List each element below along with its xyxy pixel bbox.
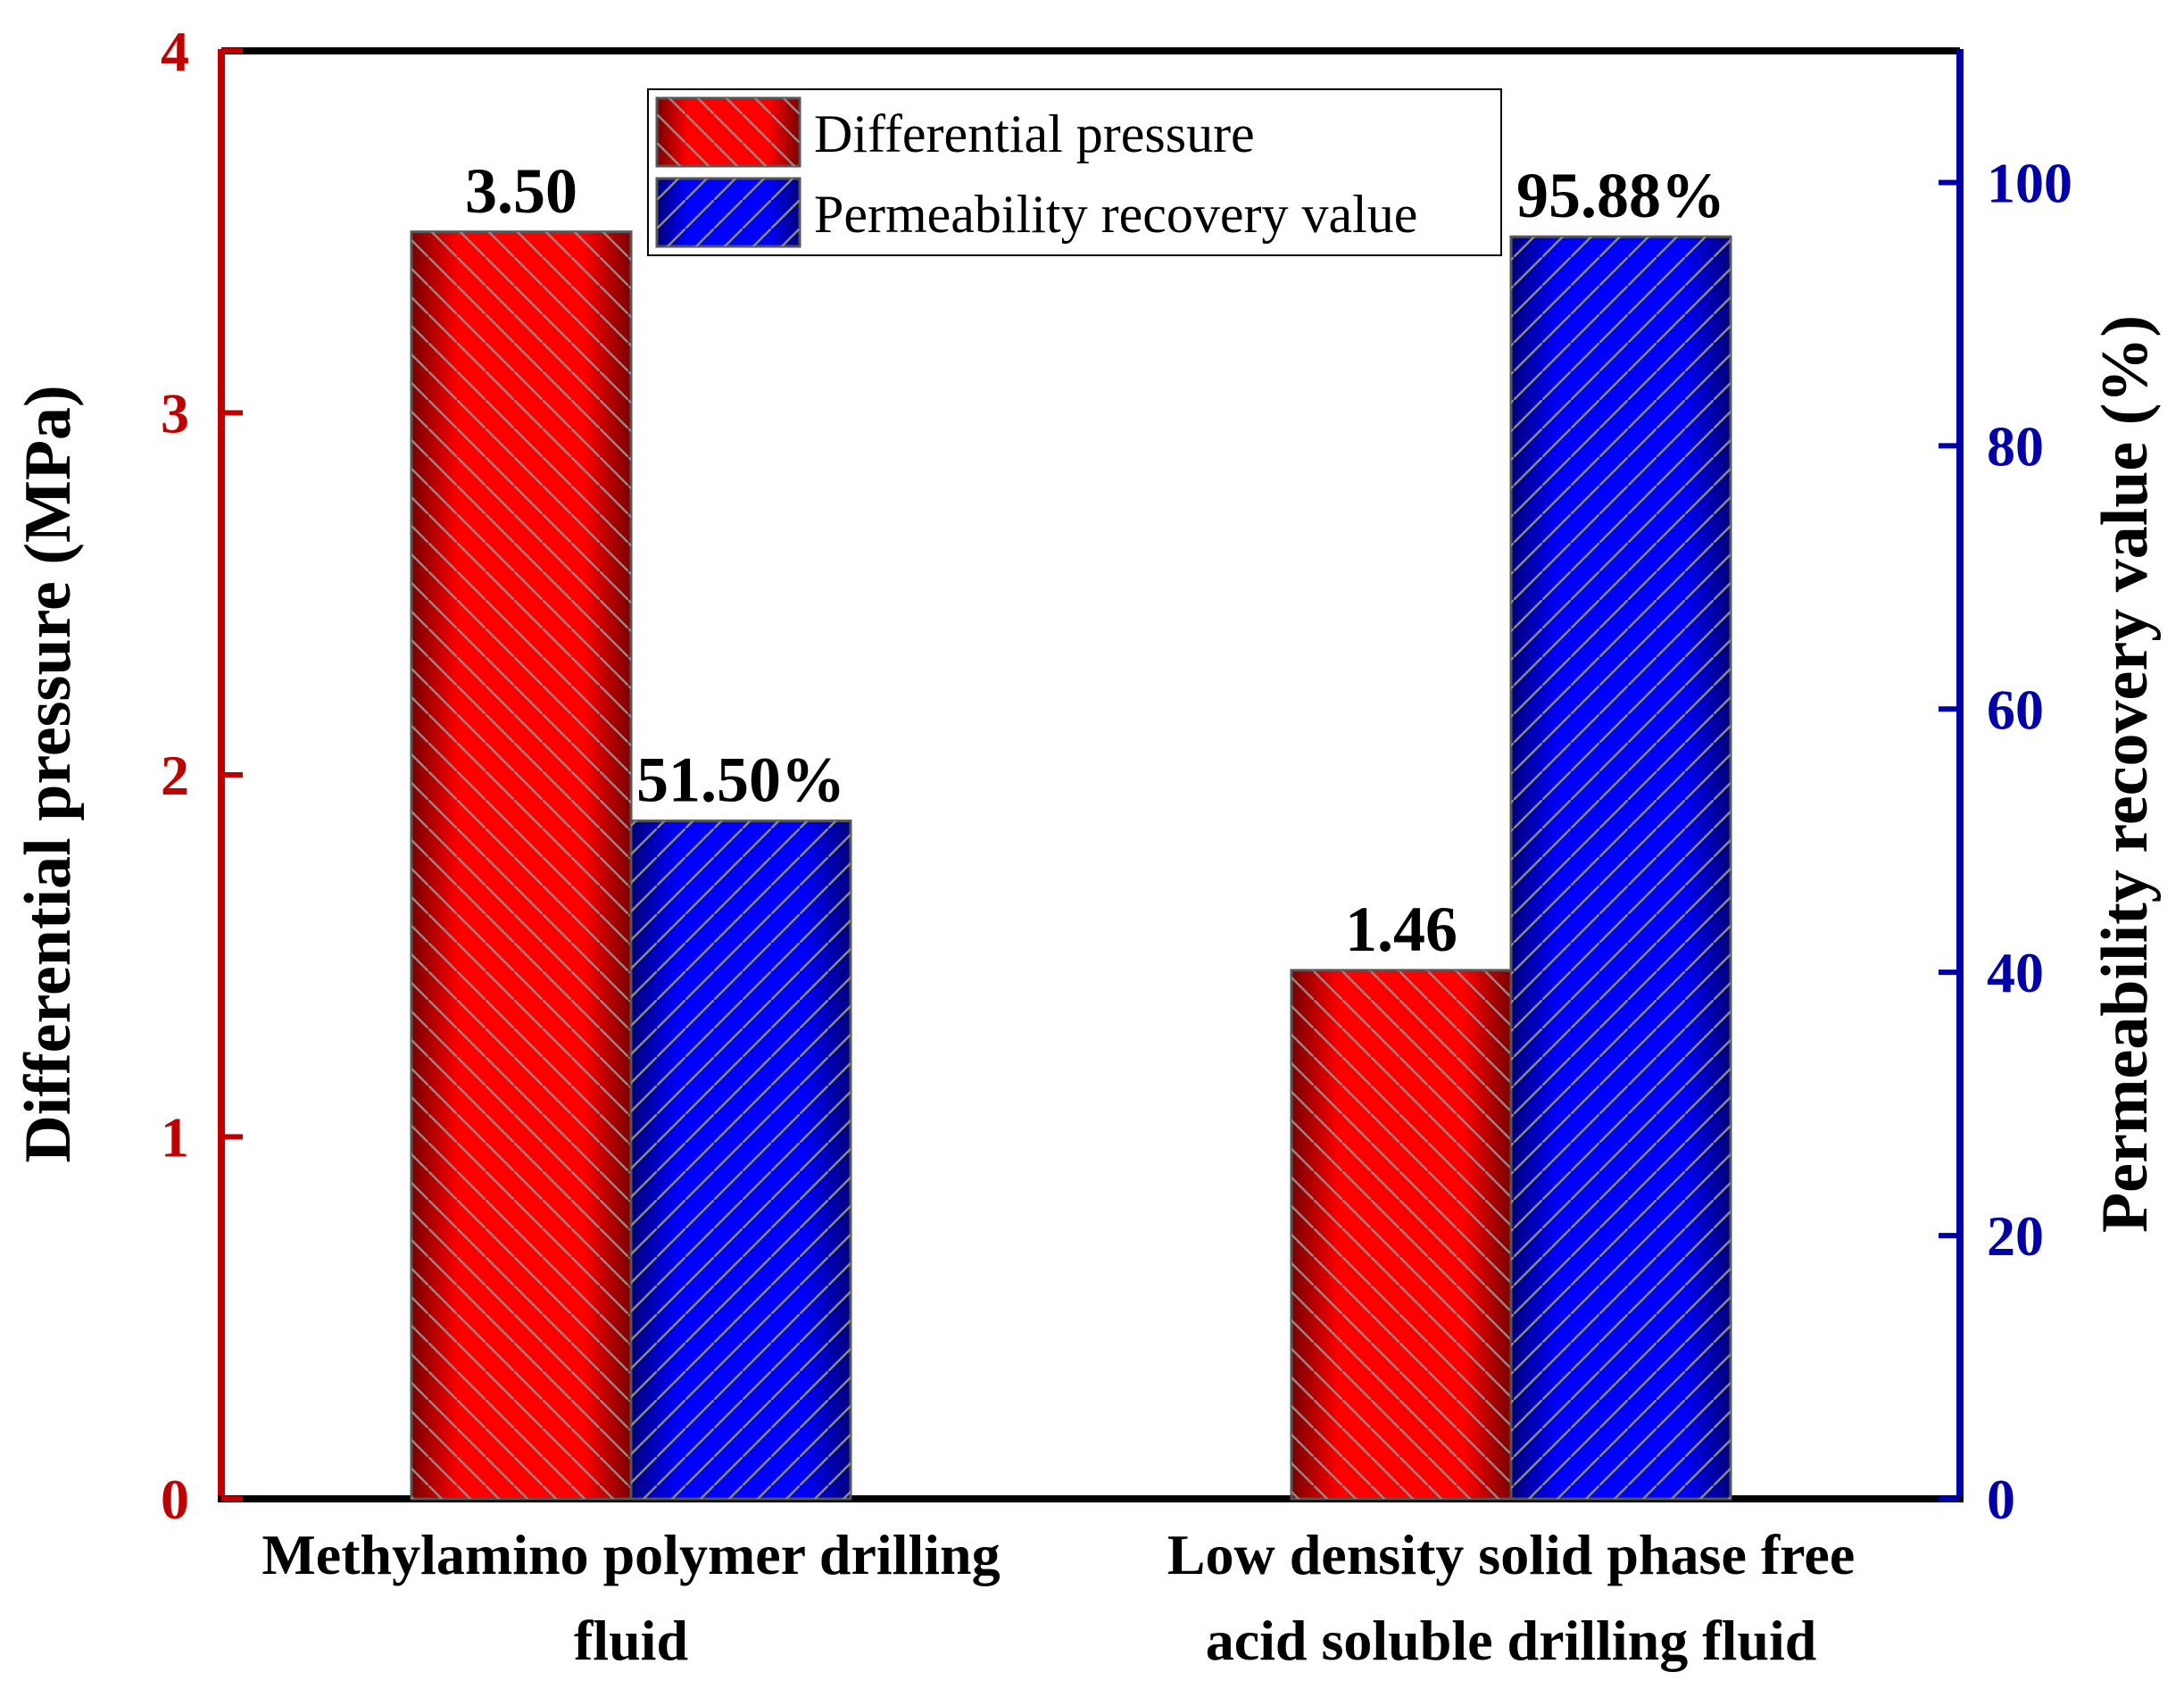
- left-axis-title: Differential pressure (MPa): [12, 385, 85, 1162]
- bar-hatch-differential-pressure: [411, 231, 631, 1499]
- right-tick-label: 60: [1987, 678, 2044, 741]
- category-label: acid soluble drilling fluid: [1206, 1609, 1817, 1672]
- legend-label-differential-pressure: Differential pressure: [814, 104, 1255, 163]
- right-tick-label: 80: [1987, 414, 2044, 478]
- left-tick-label: 0: [161, 1468, 189, 1531]
- data-label-permeability-recovery: 51.50%: [636, 745, 845, 816]
- right-tick-label: 0: [1987, 1468, 2015, 1531]
- category-labels: Methylamino polymer drilling fluid Low den…: [262, 1523, 1855, 1672]
- right-tick-label: 40: [1987, 941, 2044, 1004]
- data-labels: 3.50 1.46 51.50% 95.88%: [465, 155, 1725, 965]
- legend-swatch-differential-pressure-hatch: [657, 98, 800, 166]
- left-tick-label: 1: [161, 1106, 189, 1169]
- legend-swatch-permeability-hatch: [657, 179, 800, 246]
- left-tick-label: 4: [161, 20, 189, 83]
- right-tick-label: 100: [1987, 151, 2072, 214]
- bar-hatch-permeability-recovery: [631, 820, 851, 1499]
- category-label: Methylamino polymer drilling: [262, 1523, 1000, 1586]
- data-label-differential-pressure: 1.46: [1345, 894, 1457, 965]
- bars: [410, 230, 1732, 1501]
- data-label-permeability-recovery: 95.88%: [1516, 160, 1725, 231]
- bar-hatch-differential-pressure: [1291, 969, 1511, 1499]
- left-tick-label: 2: [161, 744, 189, 807]
- right-axis-title: Permeability recovery value (%): [2089, 315, 2162, 1233]
- left-axis-ticks: 0 1 2 3 4: [161, 20, 243, 1531]
- bar-hatch-permeability-recovery: [1511, 237, 1731, 1499]
- right-axis-ticks: 0 20 40 60 80 100: [1939, 151, 2072, 1531]
- category-label: fluid: [574, 1609, 688, 1672]
- legend-label-permeability: Permeability recovery value: [814, 185, 1417, 244]
- legend: Differential pressure Permeability recov…: [647, 88, 1502, 256]
- data-label-differential-pressure: 3.50: [465, 155, 577, 227]
- category-label: Low density solid phase free: [1167, 1523, 1855, 1586]
- right-tick-label: 20: [1987, 1204, 2044, 1268]
- left-tick-label: 3: [161, 382, 189, 445]
